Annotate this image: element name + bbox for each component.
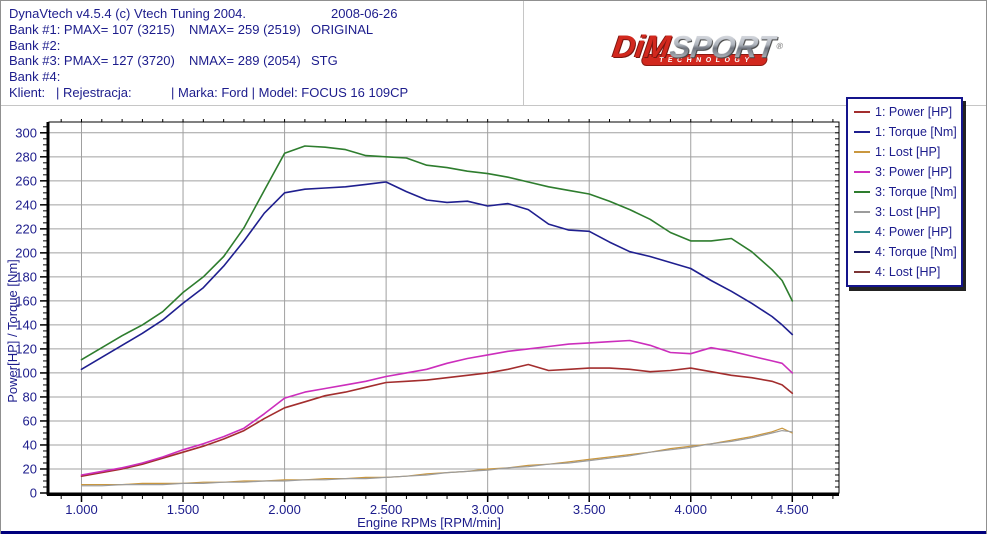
y-tick-label: 160 [15,293,37,308]
series-curve-3-torque-nm- [80,145,794,361]
y-tick-label: 280 [15,149,37,164]
report-date: 2008-06-26 [331,6,398,21]
legend-item-label: 3: Power [HP] [875,165,953,179]
x-axis-title: Engine RPMs [RPM/min] [357,515,501,530]
legend-item-label: 1: Lost [HP] [875,145,941,159]
series-curve-3-lost-hp- [80,430,793,487]
x-tick-label: 2.500 [370,502,403,517]
x-tick-label: 1.000 [65,502,98,517]
legend-item-label: 1: Torque [Nm] [875,125,957,139]
legend-line-swatch [854,211,870,213]
window-bottom-border [1,531,986,534]
make-model: | Marka: Ford | Model: FOCUS 16 109CP [171,85,409,100]
bank2-label: Bank #2: [9,38,61,53]
series-curve-1-power-hp- [80,363,794,478]
bank3-tag: STG [311,53,338,68]
chart-legend: 1: Power [HP] 1: Torque [Nm] 1: Lost [HP… [846,97,963,287]
bank1-pmax: Bank #1: PMAX= 107 (3215) [9,22,175,37]
x-tick-label: 2.000 [268,502,301,517]
bank1-nmax: NMAX= 259 (2519) [189,22,301,37]
legend-line-swatch [854,271,870,273]
legend-item: 1: Power [HP] [854,103,961,122]
legend-line-swatch [854,191,870,193]
legend-item-label: 4: Lost [HP] [875,265,941,279]
x-tick-label: 4.000 [674,502,707,517]
legend-item: 1: Lost [HP] [854,143,961,162]
legend-item: 3: Lost [HP] [854,203,961,222]
legend-item: 4: Power [HP] [854,223,961,242]
y-tick-label: 140 [15,317,37,332]
y-tick-label: 220 [15,221,37,236]
series-curve-1-torque-nm- [80,181,794,371]
y-axis-title: Power[HP] / Torque [Nm] [5,259,20,403]
client-registration: Klient: | Rejestracja: [9,85,132,100]
y-tick-label: 40 [23,437,37,452]
series-curve-1-lost-hp- [80,427,793,486]
legend-item: 3: Torque [Nm] [854,183,961,202]
legend-item-label: 1: Power [HP] [875,105,953,119]
legend-item-label: 4: Torque [Nm] [875,245,957,259]
y-tick-label: 180 [15,269,37,284]
bank1-tag: ORIGINAL [311,22,374,37]
legend-line-swatch [854,111,870,113]
x-tick-label: 1.500 [167,502,200,517]
legend-item-label: 3: Lost [HP] [875,205,941,219]
bank3-pmax: Bank #3: PMAX= 127 (3720) [9,53,175,68]
header-divider-horizontal [1,105,986,106]
legend-item: 3: Power [HP] [854,163,961,182]
legend-line-swatch [854,131,870,133]
y-tick-label: 0 [30,486,37,501]
y-tick-label: 200 [15,245,37,260]
legend-item: 4: Torque [Nm] [854,243,961,262]
y-tick-label: 80 [23,389,37,404]
bank3-nmax: NMAX= 289 (2054) [189,53,301,68]
legend-item-label: 3: Torque [Nm] [875,185,957,199]
x-tick-label: 3.500 [573,502,606,517]
y-tick-label: 240 [15,197,37,212]
legend-item-label: 4: Power [HP] [875,225,953,239]
x-tick-label: 3.000 [471,502,504,517]
y-tick-label: 100 [15,365,37,380]
legend-item: 1: Torque [Nm] [854,123,961,142]
y-tick-label: 260 [15,173,37,188]
y-tick-label: 60 [23,413,37,428]
y-tick-label: 300 [15,125,37,140]
header-divider-vertical [523,1,524,105]
legend-line-swatch [854,151,870,153]
y-tick-label: 120 [15,341,37,356]
bank4-label: Bank #4: [9,69,61,84]
y-tick-label: 20 [23,461,37,476]
legend-line-swatch [854,231,870,233]
legend-item: 4: Lost [HP] [854,263,961,282]
x-tick-label: 4.500 [776,502,809,517]
legend-line-swatch [854,251,870,253]
series-curve-3-power-hp- [80,339,794,476]
legend-line-swatch [854,171,870,173]
app-title: DynaVtech v4.5.4 (c) Vtech Tuning 2004. [9,6,247,21]
